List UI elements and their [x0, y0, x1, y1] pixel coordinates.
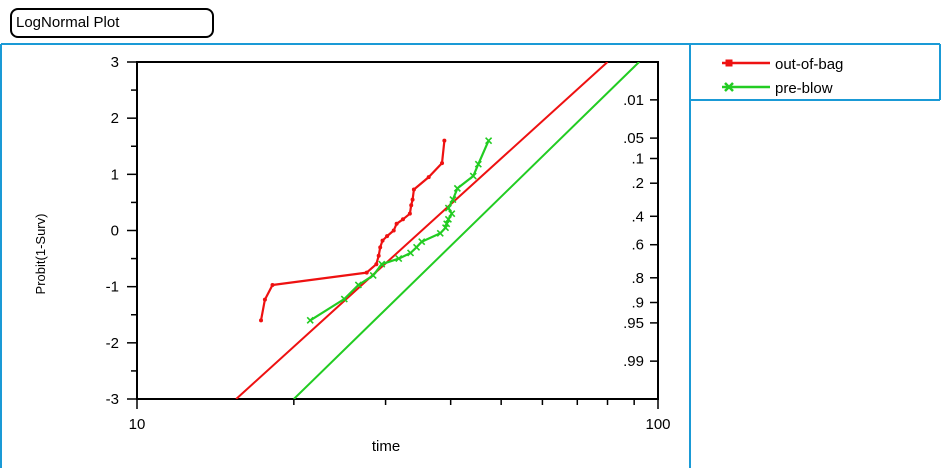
- x-tick-label: 100: [645, 416, 670, 433]
- y-tick-label: -1: [106, 279, 119, 296]
- y-tick-label: -2: [106, 335, 119, 352]
- data-point-pre-blow: [474, 160, 482, 168]
- data-point-pre-blow: [453, 184, 461, 192]
- data-point-pre-blow: [449, 196, 457, 204]
- y-tick-label: 0: [111, 223, 119, 240]
- data-point-out-of-bag: [407, 211, 412, 216]
- data-point-pre-blow: [395, 255, 403, 263]
- panel-title-button[interactable]: LogNormal Plot: [10, 8, 214, 38]
- data-point-out-of-bag: [385, 234, 390, 239]
- y-tick-label: 2: [111, 110, 119, 127]
- y-axis-label: Probit(1-Surv): [33, 214, 48, 295]
- data-point-pre-blow: [378, 260, 386, 268]
- y-tick-label: 1: [111, 166, 119, 183]
- data-point-pre-blow: [444, 204, 452, 212]
- data-point-out-of-bag: [411, 187, 416, 192]
- data-point-pre-blow: [340, 295, 348, 303]
- data-point-pre-blow: [306, 316, 314, 324]
- legend: out-of-bag pre-blow: [722, 56, 843, 97]
- right-axis-tick-label: .2: [631, 175, 644, 192]
- data-point-out-of-bag: [376, 253, 381, 258]
- fit-line-pre-blow: [293, 62, 640, 399]
- x-axis-label: time: [372, 438, 400, 455]
- data-point-out-of-bag: [380, 238, 385, 243]
- axes: -3 -2 -1 0 1 2 3 10 100 .01 .05 .1 .2 .4 .6 .8 .9 .95 .99: [106, 54, 671, 433]
- data-point-pre-blow: [406, 249, 415, 257]
- right-axis-tick-label: .05: [623, 130, 644, 147]
- data-point-out-of-bag: [426, 175, 431, 180]
- data-marks: [235, 62, 640, 399]
- data-point-out-of-bag: [374, 262, 379, 267]
- data-point-pre-blow: [469, 172, 477, 180]
- legend-label-out-of-bag: out-of-bag: [775, 56, 843, 73]
- right-axis-tick-label: .95: [623, 315, 644, 332]
- y-tick-label: -3: [106, 391, 119, 408]
- data-point-out-of-bag: [442, 138, 447, 143]
- data-point-pre-blow: [412, 243, 421, 251]
- right-axis-tick-label: .9: [631, 295, 644, 312]
- data-point-out-of-bag: [409, 203, 414, 208]
- data-point-out-of-bag: [262, 297, 267, 302]
- data-point-out-of-bag: [394, 221, 399, 226]
- data-point-pre-blow: [443, 220, 451, 228]
- data-point-pre-blow: [436, 229, 444, 237]
- data-point-out-of-bag: [378, 245, 383, 250]
- data-point-out-of-bag: [400, 217, 405, 222]
- right-axis-tick-label: .1: [631, 150, 644, 167]
- plot-area: [136, 61, 659, 400]
- data-point-out-of-bag: [259, 318, 264, 323]
- fit-line-out-of-bag: [235, 62, 609, 399]
- right-axis-tick-label: .4: [631, 208, 644, 225]
- data-point-pre-blow: [369, 271, 377, 279]
- right-axis-tick-label: .8: [631, 270, 644, 287]
- data-point-out-of-bag: [270, 282, 275, 287]
- data-point-pre-blow: [418, 238, 426, 246]
- legend-marker-out-of-bag: [725, 59, 733, 67]
- legend-marker-pre-blow: [724, 82, 734, 92]
- data-point-out-of-bag: [410, 197, 415, 202]
- series-line-pre-blow: [309, 140, 490, 322]
- data-point-pre-blow: [444, 215, 452, 223]
- right-axis-tick-label: .01: [623, 92, 644, 109]
- data-point-pre-blow: [354, 281, 362, 289]
- data-point-out-of-bag: [391, 228, 396, 233]
- right-axis-tick-label: .99: [623, 353, 644, 370]
- data-point-out-of-bag: [440, 161, 445, 166]
- x-tick-label: 10: [129, 416, 146, 433]
- data-point-pre-blow: [448, 210, 456, 218]
- legend-label-pre-blow: pre-blow: [775, 80, 833, 97]
- y-tick-label: 3: [111, 54, 119, 71]
- data-point-pre-blow: [485, 137, 493, 145]
- right-axis-tick-label: .6: [631, 237, 644, 254]
- data-point-out-of-bag: [364, 270, 369, 275]
